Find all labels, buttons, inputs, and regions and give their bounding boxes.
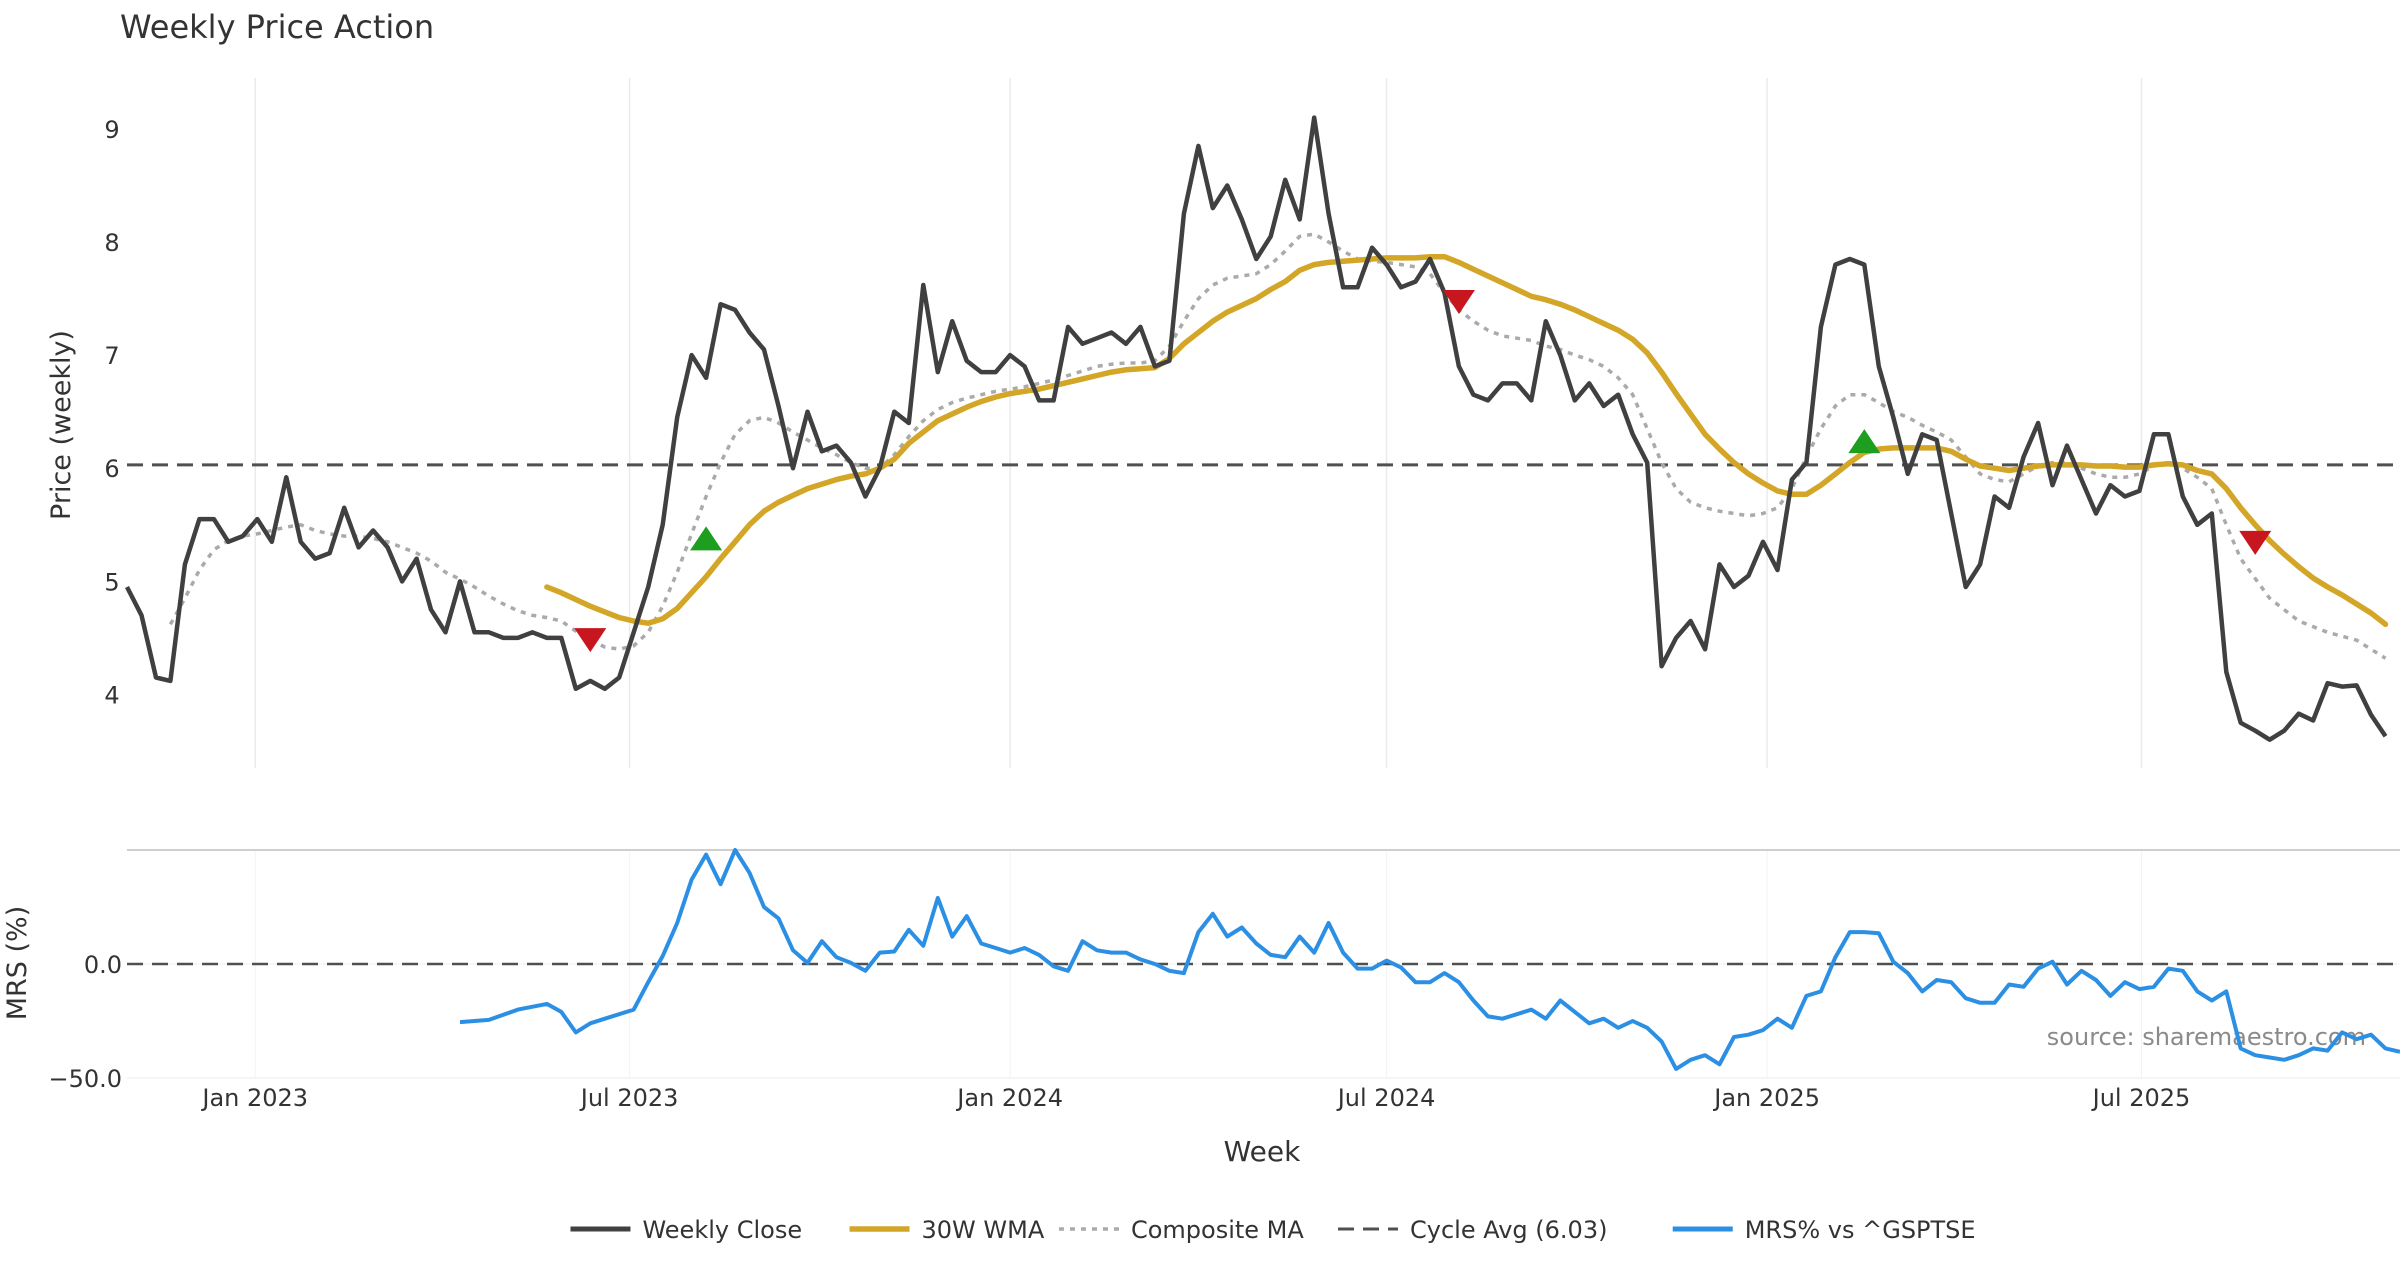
legend-mrs-label: MRS% vs ^GSPTSE	[1745, 1216, 1976, 1244]
signal-markers	[574, 289, 2272, 653]
reference-lines	[127, 463, 2400, 966]
mrs-y-tick-label: −50.0	[48, 1065, 122, 1093]
mrs-y-axis-label: MRS (%)	[2, 906, 33, 1021]
mrs-line	[459, 848, 2400, 1071]
x-tick-label: Jan 2025	[1712, 1084, 1820, 1112]
x-tick-label: Jan 2023	[200, 1084, 308, 1112]
price-y-tick-label: 8	[104, 229, 119, 257]
x-axis-label: Week	[1224, 1135, 1301, 1168]
mrs-y-tick-label: 0.0	[84, 951, 122, 979]
wma-30w-line	[544, 253, 2389, 628]
price-y-tick-label: 5	[104, 568, 119, 596]
series-layer	[124, 115, 2400, 1071]
x-tick-label: Jan 2024	[955, 1084, 1063, 1112]
grid-layer	[127, 78, 2400, 1079]
source-note: source: sharemaestro.com	[2047, 1023, 2366, 1051]
buy-signal-marker	[690, 526, 723, 551]
legend-weekly-close-label: Weekly Close	[642, 1216, 802, 1244]
sell-signal-marker	[2239, 530, 2272, 555]
price-y-axis-label: Price (weekly)	[46, 330, 77, 520]
price-y-tick-label: 6	[104, 455, 119, 483]
x-tick-label: Jul 2024	[1336, 1084, 1436, 1112]
legend: Weekly Close 30W WMA Composite MA Cycle Avg…	[570, 1216, 1976, 1244]
buy-signal-marker	[1848, 429, 1881, 454]
composite-ma-line	[168, 232, 2387, 660]
price-y-tick-label: 9	[104, 116, 119, 144]
weekly-close-line	[124, 115, 2388, 742]
legend-cycle-avg-label: Cycle Avg (6.03)	[1410, 1216, 1607, 1244]
price-y-tick-label: 4	[104, 681, 119, 709]
x-tick-label: Jul 2025	[2091, 1084, 2191, 1112]
x-tick-label: Jul 2023	[579, 1084, 679, 1112]
sell-signal-marker	[1442, 289, 1475, 314]
axis-ticks: Jan 2023 Jul 2023 Jan 2024 Jul 2024 Jan 2025…	[48, 116, 2190, 1112]
sell-signal-marker	[574, 628, 607, 653]
price-y-tick-label: 7	[104, 342, 119, 370]
legend-composite-ma-label: Composite MA	[1131, 1216, 1304, 1244]
legend-30w-wma-label: 30W WMA	[922, 1216, 1045, 1244]
chart-title: Weekly Price Action	[120, 8, 434, 46]
